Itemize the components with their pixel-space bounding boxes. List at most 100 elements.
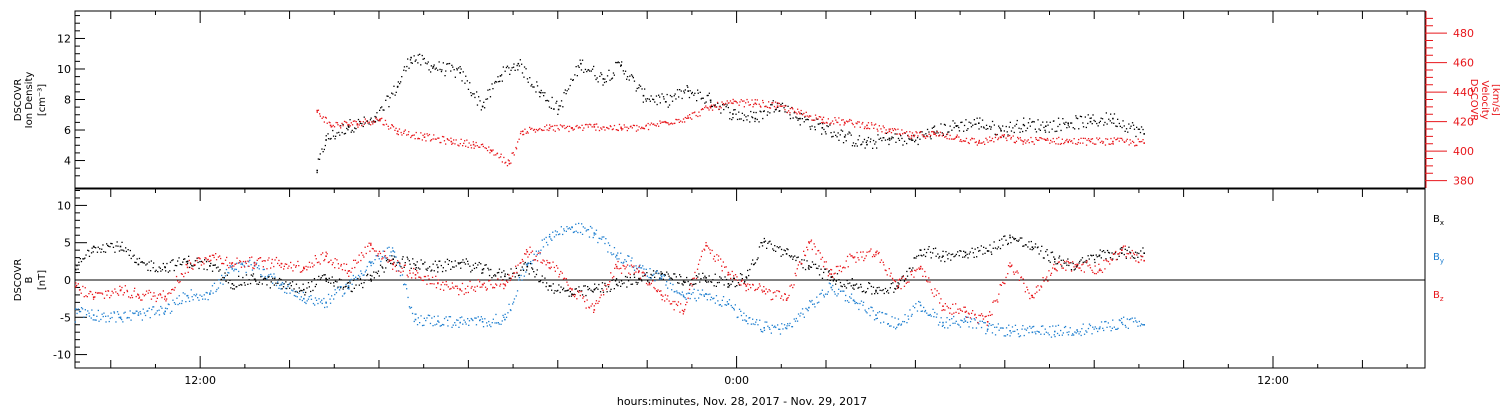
bz-point (993, 300, 995, 302)
bz-point (785, 299, 788, 301)
bx-point (179, 263, 181, 265)
ion-density-point (978, 128, 980, 130)
velocity-point (375, 117, 377, 119)
bx-point (110, 242, 112, 245)
ion-density-point (890, 138, 893, 140)
ion-density-point (917, 143, 919, 146)
bz-point (1053, 263, 1055, 266)
bz-point (1104, 268, 1106, 270)
bx-point (702, 272, 704, 274)
by-point (769, 328, 771, 330)
velocity-point (1115, 139, 1117, 141)
bx-point (714, 273, 716, 275)
by-point (130, 319, 132, 321)
velocity-point (373, 120, 375, 122)
velocity-point (489, 149, 492, 151)
velocity-point (503, 156, 505, 159)
ion-density-point (656, 103, 658, 106)
bx-point (794, 255, 796, 257)
bx-point (687, 280, 689, 283)
bz-point (631, 266, 633, 268)
bx-point (177, 260, 179, 262)
bx-point (1094, 261, 1096, 264)
ion-density-point (1044, 129, 1046, 131)
by-point (1038, 331, 1040, 333)
bx-point (461, 261, 463, 263)
by-point (434, 324, 436, 326)
by-point (1033, 325, 1035, 328)
bx-point (454, 260, 456, 262)
bz-point (307, 266, 309, 268)
bx-point (146, 263, 148, 265)
by-point (215, 290, 217, 293)
bz-point (389, 259, 392, 262)
by-point (731, 306, 733, 309)
velocity-point (414, 138, 416, 140)
by-point (809, 300, 811, 302)
bz-point (597, 302, 599, 304)
by-point (930, 315, 932, 317)
by-point (1088, 323, 1091, 325)
bz-point (608, 284, 610, 286)
velocity-point (394, 129, 396, 131)
bz-point (660, 294, 663, 296)
ion-density-point (829, 124, 831, 126)
bx-point (774, 245, 776, 247)
velocity-point (618, 123, 621, 126)
bz-point (189, 262, 192, 264)
by-point (969, 321, 972, 323)
velocity-point (733, 100, 735, 102)
velocity-point (978, 139, 980, 142)
by-point (734, 304, 736, 306)
velocity-point (437, 137, 439, 139)
ion-density-point (485, 98, 487, 100)
velocity-point (329, 122, 331, 124)
velocity-point (1131, 140, 1134, 142)
by-point (703, 295, 705, 297)
bx-point (673, 273, 675, 275)
bz-point (199, 258, 201, 260)
velocity-point (530, 128, 532, 130)
ion-density-point (385, 99, 387, 101)
bz-point (184, 272, 186, 274)
by-point (1031, 331, 1034, 334)
bx-point (942, 255, 944, 257)
velocity-point (709, 106, 712, 109)
velocity-point (814, 114, 817, 116)
bz-point (351, 267, 353, 269)
by-point (1083, 333, 1086, 335)
bz-point (476, 285, 478, 287)
bx-point (478, 261, 480, 264)
velocity-point (1071, 140, 1073, 142)
bz-point (509, 279, 511, 282)
by-point (79, 310, 82, 313)
by-point (896, 326, 898, 328)
by-point (799, 315, 801, 317)
bz-point (1002, 281, 1004, 284)
bx-point (695, 283, 697, 285)
ion-density-point (1112, 117, 1114, 120)
bz-point (727, 274, 730, 276)
by-point (250, 264, 252, 266)
velocity-point (466, 139, 468, 141)
velocity-point (858, 121, 860, 123)
ion-density-point (359, 122, 361, 124)
bz-point (521, 258, 523, 261)
ion-density-point (867, 136, 870, 139)
by-point (656, 270, 658, 272)
by-point (495, 313, 497, 316)
bz-point (955, 303, 957, 305)
by-point (849, 296, 851, 298)
bz-point (910, 274, 913, 276)
by-point (929, 313, 931, 316)
ion-density-point (586, 70, 588, 73)
bx-point (962, 256, 964, 258)
ion-density-point (448, 62, 451, 65)
bx-point (609, 290, 611, 292)
bz-point (116, 292, 119, 295)
by-point (383, 255, 386, 257)
velocity-point (1024, 139, 1026, 141)
ion-density-point (445, 70, 447, 72)
bx-point (391, 263, 393, 265)
by-point (74, 321, 76, 323)
